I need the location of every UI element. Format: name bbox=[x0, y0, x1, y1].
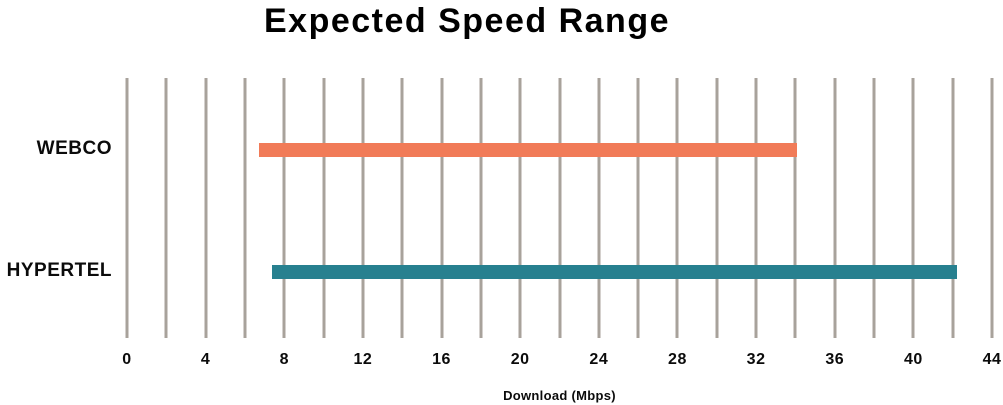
gridline bbox=[715, 78, 719, 338]
x-tick-label: 24 bbox=[589, 351, 609, 368]
x-tick-label: 16 bbox=[432, 351, 451, 368]
gridline bbox=[243, 78, 247, 338]
gridline bbox=[125, 78, 129, 338]
gridline bbox=[911, 78, 915, 338]
x-tick-label: 4 bbox=[200, 351, 211, 368]
gridline bbox=[322, 78, 326, 338]
gridline bbox=[400, 78, 404, 338]
gridline bbox=[164, 78, 168, 338]
category-label-hypertel: HYPERTEL bbox=[6, 260, 112, 281]
gridline bbox=[990, 78, 994, 338]
gridline bbox=[440, 78, 444, 338]
gridline bbox=[597, 78, 601, 338]
x-tick-label: 32 bbox=[746, 351, 766, 368]
gridline bbox=[361, 78, 365, 338]
x-tick-label: 12 bbox=[353, 351, 373, 368]
gridline bbox=[675, 78, 679, 338]
gridline bbox=[872, 78, 876, 338]
gridline bbox=[282, 78, 286, 338]
x-tick-label: 44 bbox=[982, 351, 1002, 368]
gridline bbox=[479, 78, 483, 338]
gridline bbox=[518, 78, 522, 338]
gridline bbox=[793, 78, 797, 338]
x-tick-label: 20 bbox=[510, 351, 530, 368]
x-tick-label: 40 bbox=[903, 351, 923, 368]
category-label-webco: WEBCO bbox=[36, 138, 112, 159]
gridline bbox=[833, 78, 837, 338]
x-tick-label: 8 bbox=[279, 351, 289, 368]
range-bar-webco bbox=[258, 143, 798, 157]
x-axis-label: Download (Mbps) bbox=[503, 388, 616, 403]
gridline bbox=[951, 78, 955, 338]
gridline bbox=[204, 78, 208, 338]
chart-title: Expected Speed Range bbox=[263, 2, 670, 40]
gridline bbox=[558, 78, 561, 338]
range-bar-hypertel bbox=[272, 265, 957, 279]
gridline bbox=[754, 78, 758, 338]
x-tick-label: 0 bbox=[122, 351, 132, 368]
x-tick-label: 36 bbox=[825, 351, 845, 368]
gridline bbox=[636, 78, 640, 338]
x-tick-label: 28 bbox=[668, 351, 687, 368]
